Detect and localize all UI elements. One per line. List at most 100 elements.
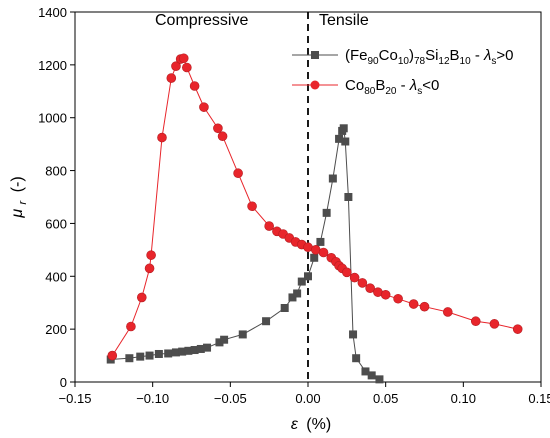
data-point-circle (157, 132, 167, 143)
data-point-square (136, 352, 145, 361)
data-point-circle (357, 278, 368, 288)
data-point-square (316, 237, 325, 246)
data-point-square (297, 277, 306, 286)
data-point-square (154, 349, 163, 358)
data-point-square (341, 137, 350, 146)
legend-label-part: s (491, 56, 496, 67)
data-point-circle (144, 263, 155, 274)
legend-label-part: λ (483, 47, 491, 64)
legend-label-part: - (396, 77, 409, 94)
data-point-circle (318, 247, 329, 258)
data-point-square (196, 344, 205, 353)
data-point-square (125, 354, 134, 363)
legend-label-part: 90 (368, 56, 380, 67)
data-point-square (145, 351, 154, 360)
legend-label-part: s (417, 86, 422, 97)
legend-label-part: 80 (364, 86, 376, 97)
data-point-circle (136, 292, 147, 303)
legend-label-part: B (375, 77, 385, 94)
data-point-square (344, 193, 353, 201)
data-point-circle (512, 324, 523, 334)
data-point-circle (380, 289, 391, 300)
legend-label-part: 20 (385, 86, 397, 97)
data-point-circle (489, 319, 500, 329)
data-point-square (293, 289, 302, 298)
y-axis-title: μ r (-) (9, 176, 30, 218)
data-point-circle (408, 299, 419, 309)
legend-label-part: <0 (422, 77, 439, 94)
annotation-compressive: Compressive (155, 12, 248, 29)
series-line (111, 57, 518, 356)
x-axis-symbol: ε (291, 416, 299, 433)
data-point-square (262, 317, 271, 326)
data-point-square (339, 124, 348, 133)
data-point-square (367, 371, 376, 380)
y-tick-label: 1000 (38, 111, 67, 126)
x-tick-label: 0.15 (528, 391, 550, 406)
y-tick-label: 200 (45, 322, 67, 337)
legend-label-part: 10 (398, 56, 410, 67)
x-axis-unit: (%) (306, 416, 331, 433)
legend-label-part: 10 (460, 56, 472, 67)
annotation-tensile: Tensile (319, 12, 369, 29)
data-point-square (220, 335, 229, 344)
data-point-square (361, 367, 370, 376)
legend-label-part: Co (379, 47, 398, 64)
axis-ticks: −0.15 −0.10 −0.05 0.00 0.05 0.10 0.15 0 200 400 60… (38, 5, 550, 406)
x-tick-label: 0.05 (373, 391, 398, 406)
legend-label-part: Si (425, 47, 438, 64)
data-point-square (322, 208, 331, 217)
x-axis-title: ε (%) (291, 416, 331, 433)
legend-label-part: λ (409, 77, 417, 94)
data-point-square (203, 343, 212, 352)
data-point-circle (233, 168, 243, 179)
data-point-circle (107, 350, 118, 361)
data-point-circle (393, 293, 403, 304)
data-point-circle (178, 53, 189, 64)
data-point-circle (442, 307, 453, 317)
x-tick-label: −0.15 (59, 391, 92, 406)
legend-label-part: B (450, 47, 460, 64)
x-tick-label: −0.05 (214, 391, 247, 406)
data-point-circle (419, 301, 430, 312)
data-point-circle (264, 221, 274, 231)
data-point-square (184, 346, 193, 355)
legend-label-part: 78 (414, 56, 426, 67)
data-point-square (352, 354, 361, 363)
data-point-circle (126, 321, 136, 332)
x-tick-label: 0.00 (295, 391, 320, 406)
y-axis-unit: (-) (9, 176, 26, 192)
data-point-square (164, 349, 173, 358)
data-point-circle (199, 102, 209, 112)
series-layer (106, 53, 523, 384)
data-point-square (304, 272, 312, 281)
data-point-circle (146, 250, 156, 260)
x-tick-label: −0.10 (136, 391, 169, 406)
legend-label-part: 12 (438, 56, 450, 67)
data-point-circle (189, 81, 200, 91)
data-point-circle (470, 316, 481, 327)
data-point-circle (349, 272, 360, 283)
y-tick-label: 1200 (38, 58, 67, 73)
data-point-circle (217, 131, 228, 142)
data-point-circle (182, 62, 192, 73)
data-point-square (288, 293, 297, 302)
legend-label-part: >0 (496, 47, 513, 64)
data-point-circle (247, 201, 257, 212)
data-point-circle (166, 73, 177, 83)
data-point-square (328, 174, 337, 183)
data-point-square (178, 347, 187, 356)
data-point-square (190, 346, 199, 355)
legend-marker-square (311, 51, 319, 59)
y-axis-subscript: r (17, 199, 29, 204)
data-point-circle (171, 61, 181, 71)
y-axis-symbol: μ (9, 209, 26, 219)
y-tick-label: 0 (60, 375, 67, 390)
legend-label: Co80B20 - λs<0 (345, 77, 439, 97)
legend-label-part: - (471, 47, 484, 64)
data-point-square (349, 330, 358, 339)
y-tick-label: 400 (45, 269, 67, 284)
y-tick-label: 600 (45, 216, 67, 231)
data-point-square (171, 348, 180, 357)
